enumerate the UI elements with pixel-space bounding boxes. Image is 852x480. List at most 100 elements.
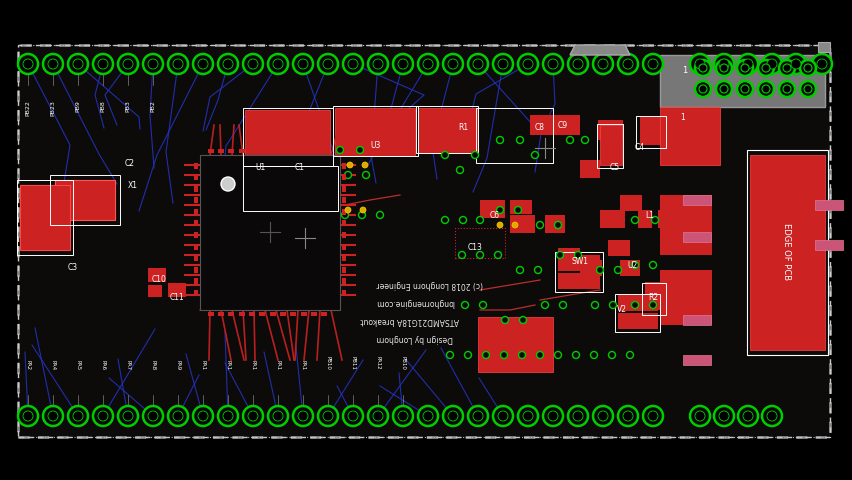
Circle shape: [471, 152, 478, 158]
Bar: [168, 283, 186, 297]
Bar: [342, 186, 346, 192]
Circle shape: [556, 252, 563, 259]
Circle shape: [736, 60, 752, 76]
Bar: [417, 108, 477, 153]
Text: C8: C8: [534, 123, 544, 132]
Bar: [239, 312, 245, 316]
Bar: [148, 285, 162, 297]
Circle shape: [423, 411, 433, 421]
Circle shape: [268, 406, 288, 426]
Bar: [637, 210, 651, 228]
Circle shape: [572, 351, 579, 359]
Circle shape: [441, 152, 448, 158]
Circle shape: [648, 262, 656, 268]
Bar: [290, 149, 296, 153]
Circle shape: [782, 64, 790, 72]
Text: (c) 2018 Longhorn Engineer: (c) 2018 Longhorn Engineer: [377, 280, 483, 289]
Circle shape: [479, 301, 486, 309]
Circle shape: [417, 54, 437, 74]
Bar: [245, 168, 290, 208]
Circle shape: [799, 81, 815, 97]
Circle shape: [464, 351, 471, 359]
Circle shape: [519, 316, 526, 324]
Circle shape: [123, 411, 133, 421]
Circle shape: [516, 136, 523, 144]
Bar: [618, 313, 637, 329]
Bar: [193, 244, 198, 250]
Bar: [557, 248, 579, 264]
Bar: [193, 255, 198, 261]
Bar: [814, 240, 842, 250]
Bar: [270, 312, 276, 316]
Circle shape: [689, 406, 709, 426]
Circle shape: [543, 406, 562, 426]
Circle shape: [522, 411, 532, 421]
Bar: [50, 175, 120, 225]
Circle shape: [541, 301, 548, 309]
Circle shape: [318, 54, 337, 74]
Circle shape: [367, 406, 388, 426]
Text: PA4: PA4: [50, 360, 55, 370]
Circle shape: [648, 411, 657, 421]
Circle shape: [596, 266, 603, 274]
Circle shape: [592, 54, 613, 74]
Text: PA9: PA9: [176, 360, 181, 370]
Bar: [509, 215, 534, 233]
Circle shape: [496, 206, 503, 214]
Bar: [199, 155, 340, 310]
Circle shape: [581, 136, 588, 144]
Circle shape: [554, 221, 561, 228]
Circle shape: [423, 59, 433, 69]
Circle shape: [468, 54, 487, 74]
Text: PB23: PB23: [50, 100, 55, 116]
Circle shape: [372, 411, 383, 421]
Bar: [249, 312, 255, 316]
Text: longhornengine.com: longhornengine.com: [375, 299, 454, 308]
Circle shape: [143, 54, 163, 74]
Circle shape: [362, 171, 369, 179]
Circle shape: [651, 216, 658, 224]
Circle shape: [297, 59, 308, 69]
Circle shape: [715, 60, 731, 76]
Circle shape: [698, 85, 706, 93]
Bar: [814, 200, 842, 210]
Text: 1: 1: [682, 65, 687, 74]
Text: PA8: PA8: [150, 360, 155, 370]
Bar: [301, 149, 307, 153]
Circle shape: [68, 54, 88, 74]
Circle shape: [243, 54, 262, 74]
Circle shape: [648, 59, 657, 69]
Circle shape: [441, 216, 448, 224]
Bar: [659, 107, 719, 165]
Bar: [227, 312, 233, 316]
Bar: [218, 312, 224, 316]
Bar: [342, 163, 346, 169]
Circle shape: [782, 85, 790, 93]
Text: C2: C2: [125, 158, 135, 168]
Bar: [342, 232, 346, 238]
Circle shape: [790, 59, 800, 69]
Circle shape: [761, 406, 781, 426]
Circle shape: [173, 411, 183, 421]
Text: C6: C6: [489, 211, 499, 219]
Text: C10: C10: [152, 276, 167, 285]
Bar: [18, 45, 829, 437]
Circle shape: [592, 406, 613, 426]
Bar: [193, 290, 198, 296]
Circle shape: [348, 59, 358, 69]
Circle shape: [618, 406, 637, 426]
Circle shape: [698, 64, 706, 72]
Circle shape: [93, 54, 112, 74]
Text: PA7: PA7: [125, 360, 130, 370]
Bar: [193, 232, 198, 238]
Circle shape: [567, 54, 587, 74]
Circle shape: [123, 59, 133, 69]
Circle shape: [498, 411, 508, 421]
Circle shape: [476, 216, 483, 224]
Circle shape: [367, 54, 388, 74]
Circle shape: [496, 136, 503, 144]
Text: EDGE OF PCB: EDGE OF PCB: [781, 223, 791, 281]
Circle shape: [694, 59, 704, 69]
Circle shape: [292, 54, 313, 74]
Circle shape: [168, 406, 187, 426]
